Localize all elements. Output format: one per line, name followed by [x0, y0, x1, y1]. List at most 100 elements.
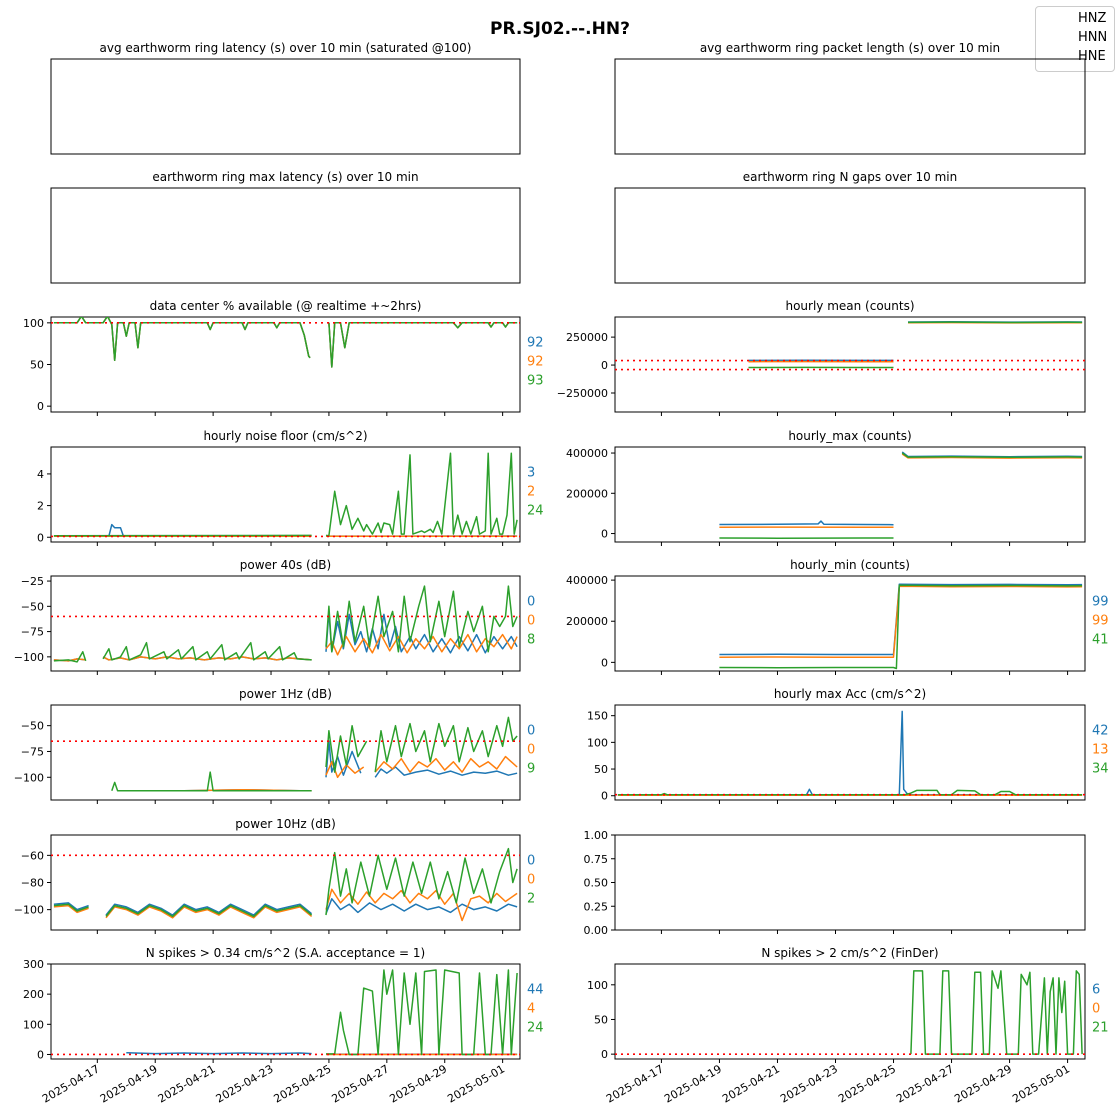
series-line-hnz	[105, 903, 313, 916]
x-tick-label: 2025-04-21	[156, 1062, 218, 1105]
subplot-hourly_mean: hourly mean (counts) −250000 0 250000	[557, 299, 1086, 416]
axes-frame	[614, 58, 1086, 155]
y-tick-label: 1.00	[584, 829, 609, 842]
side-value-hne: 24	[527, 1021, 544, 1036]
y-tick-label: 100	[587, 736, 608, 749]
side-value-hnz: 6	[1092, 983, 1100, 998]
plot-area	[615, 321, 1085, 371]
x-tick-label: 2025-04-27	[329, 1062, 391, 1105]
plot-area	[51, 969, 520, 1056]
axes-frame	[614, 187, 1086, 284]
y-tick-label: 400000	[566, 574, 608, 587]
axes-frame	[614, 446, 1086, 543]
axes-frame	[50, 704, 521, 801]
y-tick-label: 2	[37, 500, 44, 513]
subplot-title: avg earthworm ring packet length (s) ove…	[700, 41, 1000, 55]
y-tick-label: 200000	[566, 615, 608, 628]
side-value-hnn: 0	[1092, 1002, 1100, 1017]
x-tick-label: 2025-04-19	[662, 1062, 724, 1105]
y-tick-label: 0	[601, 790, 608, 803]
subplot-title: earthworm ring N gaps over 10 min	[743, 170, 957, 184]
subplot-avg_packet_length: avg earthworm ring packet length (s) ove…	[614, 41, 1086, 155]
legend-entry-hnn: HNN	[1078, 30, 1108, 45]
side-value-hne: 93	[527, 374, 544, 389]
plot-area	[51, 716, 520, 792]
y-tick-label: 4	[37, 468, 44, 481]
axes-frame	[50, 187, 521, 284]
subplot-title: hourly max Acc (cm/s^2)	[774, 687, 926, 701]
subplot-title: power 1Hz (dB)	[239, 687, 332, 701]
side-value-hnz: 0	[527, 724, 535, 739]
axes-frame	[50, 963, 521, 1060]
side-value-hne: 24	[527, 504, 544, 519]
subplot-avg_latency: avg earthworm ring latency (s) over 10 m…	[50, 41, 521, 155]
y-tick-label: 50	[594, 1013, 608, 1026]
y-tick-label: 100	[23, 1018, 44, 1031]
series-line-hnn	[105, 906, 313, 919]
side-value-hnn: 0	[527, 743, 535, 758]
series-line-hnz	[901, 451, 1083, 458]
y-tick-label: 100	[587, 979, 608, 992]
plot-area	[51, 452, 520, 538]
subplot-power_1hz: power 1Hz (dB) −100 −75 −50 0 0 9	[14, 687, 535, 804]
y-tick-label: 0	[601, 1048, 608, 1061]
series-line-hne	[910, 970, 1083, 1055]
side-value-hnn: 4	[527, 1002, 535, 1017]
series-line-hne	[326, 969, 518, 1056]
y-tick-label: −100	[14, 651, 44, 664]
axes-frame	[50, 446, 521, 543]
y-tick-label: 200	[23, 988, 44, 1001]
y-tick-label: 300	[23, 958, 44, 971]
series-line-hne	[328, 322, 518, 368]
plot-area	[719, 451, 1083, 539]
axes-frame	[614, 316, 1086, 413]
side-value-hnn: 99	[1092, 614, 1109, 629]
y-tick-label: −75	[21, 745, 44, 758]
y-tick-label: 0.75	[584, 853, 609, 866]
figure-title: PR.SJ02.--.HN?	[490, 19, 630, 39]
subplot-hourly_max_acc: hourly max Acc (cm/s^2) 0 50 100 150 42 13 34	[587, 687, 1109, 804]
side-value-hne: 41	[1092, 633, 1109, 648]
side-value-hne: 9	[527, 762, 535, 777]
side-value-hnn: 2	[527, 485, 535, 500]
x-tick-label: 2025-04-29	[387, 1062, 449, 1105]
legend: HNZ HNN HNE	[1035, 6, 1115, 72]
subplot-availability: data center % available (@ realtime +~2h…	[23, 299, 544, 416]
axes-frame	[614, 834, 1086, 931]
series-line-hnz	[53, 902, 89, 911]
y-tick-label: 0.25	[584, 900, 609, 913]
subplot-power_40s: power 40s (dB) −100 −75 −50 −25 0 0 8	[14, 558, 535, 675]
y-tick-label: 50	[594, 763, 608, 776]
plot-area	[51, 847, 520, 922]
subplot-spikes_034: N spikes > 0.34 cm/s^2 (S.A. acceptance …	[23, 946, 544, 1106]
axes-frame	[50, 58, 521, 155]
y-tick-label: 250000	[566, 331, 608, 344]
plot-area	[51, 317, 520, 368]
series-line-hne	[325, 847, 518, 916]
y-tick-label: −100	[14, 904, 44, 917]
subplot-power_10hz: power 10Hz (dB) −100 −80 −60 0 0 2	[14, 817, 535, 934]
axes-frame	[50, 834, 521, 931]
series-line-hne	[105, 904, 313, 918]
axes-frame	[50, 575, 521, 672]
subplot-n_gaps: earthworm ring N gaps over 10 min	[614, 170, 1086, 284]
subplot-title: hourly noise floor (cm/s^2)	[203, 429, 367, 443]
plot-area	[51, 585, 520, 663]
side-value-hnn: 0	[527, 873, 535, 888]
side-value-hnn: 0	[527, 614, 535, 629]
series-line-hnz	[325, 898, 518, 914]
y-tick-label: −250000	[557, 387, 608, 400]
axes-frame	[614, 575, 1086, 672]
y-tick-label: −80	[21, 877, 44, 890]
side-value-hnz: 0	[527, 595, 535, 610]
y-tick-label: 0	[37, 1048, 44, 1061]
y-tick-label: −50	[21, 720, 44, 733]
side-value-hnz: 44	[527, 983, 544, 998]
x-tick-label: 2025-04-27	[894, 1062, 956, 1105]
y-tick-label: −100	[14, 771, 44, 784]
series-line-hnz	[325, 610, 518, 654]
y-tick-label: 0	[601, 359, 608, 372]
x-tick-label: 2025-04-23	[778, 1062, 840, 1105]
series-line-hnz	[719, 583, 1083, 656]
